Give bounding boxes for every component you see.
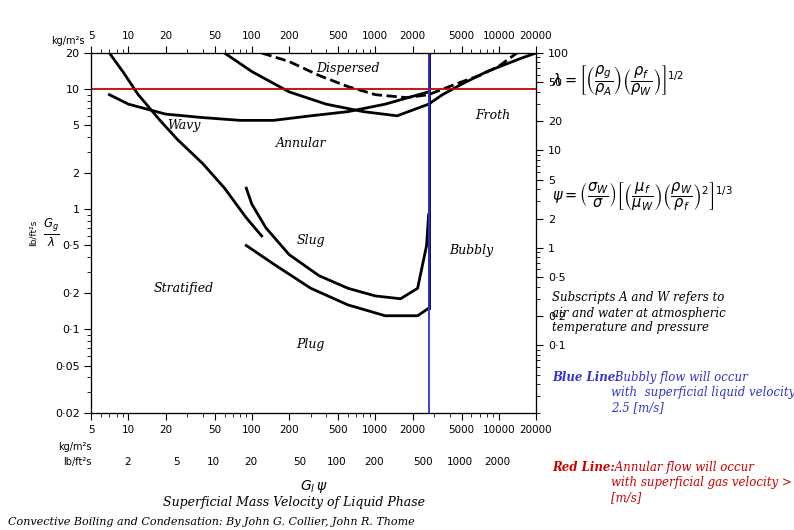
Text: 1000: 1000 xyxy=(447,457,473,466)
Text: Plug: Plug xyxy=(297,338,325,351)
Text: Annular: Annular xyxy=(276,137,326,151)
Text: Dispersed: Dispersed xyxy=(316,61,380,75)
Text: 20: 20 xyxy=(244,457,257,466)
Text: $\psi = \left(\dfrac{\sigma_W}{\sigma}\right)\left[\left(\dfrac{\mu_f}{\mu_W}\ri: $\psi = \left(\dfrac{\sigma_W}{\sigma}\r… xyxy=(552,180,733,213)
Text: 2000: 2000 xyxy=(484,457,511,466)
Text: Blue Line:: Blue Line: xyxy=(552,371,619,384)
Text: lb/ft²s: lb/ft²s xyxy=(63,457,91,466)
Text: 2: 2 xyxy=(124,457,130,466)
Text: Bubbly flow will occur
with  superficial liquid velocity >
2.5 [m/s]: Bubbly flow will occur with superficial … xyxy=(611,371,794,414)
Text: Bubbly: Bubbly xyxy=(449,244,494,258)
Text: Subscripts A and W refers to
air and water at atmospheric
temperature and pressu: Subscripts A and W refers to air and wat… xyxy=(552,292,726,334)
Text: 500: 500 xyxy=(414,457,433,466)
Text: $G_l\,\psi$: $G_l\,\psi$ xyxy=(300,478,327,495)
Text: $\frac{G_g}{\lambda}$: $\frac{G_g}{\lambda}$ xyxy=(43,217,60,249)
Text: 5: 5 xyxy=(173,457,179,466)
Text: Slug: Slug xyxy=(296,234,325,247)
Text: kg/m²s: kg/m²s xyxy=(58,442,91,452)
Text: Annular flow will occur
with superficial gas velocity > 10
[m/s]: Annular flow will occur with superficial… xyxy=(611,461,794,504)
Text: Wavy: Wavy xyxy=(167,119,200,132)
Text: Stratified: Stratified xyxy=(153,282,214,295)
Text: kg/m²s: kg/m²s xyxy=(52,36,85,46)
Text: lb/ft²s: lb/ft²s xyxy=(29,220,38,246)
Text: Red Line:: Red Line: xyxy=(552,461,615,474)
Text: 10: 10 xyxy=(207,457,220,466)
Text: 50: 50 xyxy=(293,457,306,466)
Text: Superficial Mass Velocity of Liquid Phase: Superficial Mass Velocity of Liquid Phas… xyxy=(163,496,425,509)
Text: 100: 100 xyxy=(327,457,347,466)
Text: 200: 200 xyxy=(364,457,384,466)
Text: $\lambda = \left[\left(\dfrac{\rho_g}{\rho_A}\right)\left(\dfrac{\rho_f}{\rho_W}: $\lambda = \left[\left(\dfrac{\rho_g}{\r… xyxy=(552,64,684,98)
Text: Froth: Froth xyxy=(476,109,511,122)
Text: Convective Boiling and Condensation: By John G. Collier, John R. Thome: Convective Boiling and Condensation: By … xyxy=(8,517,414,527)
